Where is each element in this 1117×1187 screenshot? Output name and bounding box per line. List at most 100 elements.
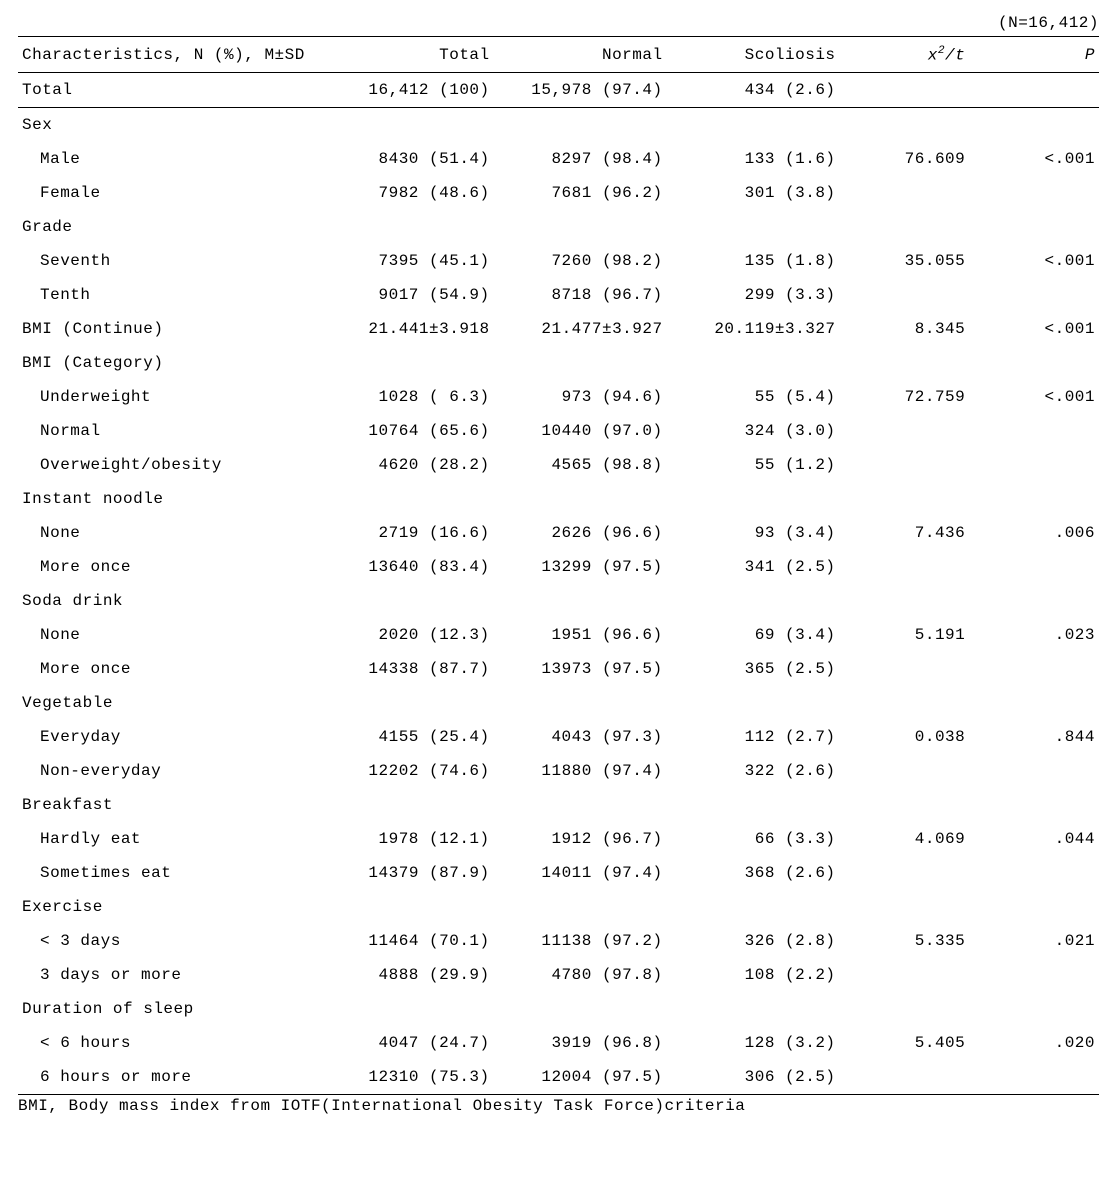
cell-characteristic: Duration of sleep <box>18 992 321 1026</box>
cell-characteristic: More once <box>18 652 321 686</box>
cell-characteristic: Everyday <box>18 720 321 754</box>
cell-total: 12310 (75.3) <box>321 1060 494 1095</box>
cell-normal: 2626 (96.6) <box>494 516 667 550</box>
cell-scoliosis: 341 (2.5) <box>667 550 840 584</box>
cell-normal: 973 (94.6) <box>494 380 667 414</box>
cell-stat <box>840 482 970 516</box>
header-scoliosis: Scoliosis <box>667 37 840 73</box>
cell-total: 7395 (45.1) <box>321 244 494 278</box>
cell-stat: 0.038 <box>840 720 970 754</box>
cell-normal: 3919 (96.8) <box>494 1026 667 1060</box>
cell-stat <box>840 788 970 822</box>
table-row: Sometimes eat14379 (87.9)14011 (97.4)368… <box>18 856 1099 890</box>
cell-normal <box>494 346 667 380</box>
cell-normal: 4780 (97.8) <box>494 958 667 992</box>
cell-normal: 15,978 (97.4) <box>494 73 667 108</box>
cell-total: 1978 (12.1) <box>321 822 494 856</box>
cell-normal <box>494 108 667 143</box>
cell-total: 9017 (54.9) <box>321 278 494 312</box>
cell-total <box>321 788 494 822</box>
cell-stat: 4.069 <box>840 822 970 856</box>
cell-p <box>969 856 1099 890</box>
stat-prefix: x <box>928 46 938 64</box>
stat-suffix: /t <box>945 46 965 64</box>
table-row: Duration of sleep <box>18 992 1099 1026</box>
cell-p <box>969 890 1099 924</box>
table-row: < 3 days11464 (70.1)11138 (97.2)326 (2.8… <box>18 924 1099 958</box>
cell-p <box>969 788 1099 822</box>
cell-normal: 13299 (97.5) <box>494 550 667 584</box>
cell-stat <box>840 686 970 720</box>
cell-characteristic: Vegetable <box>18 686 321 720</box>
cell-characteristic: Total <box>18 73 321 108</box>
cell-stat: 5.405 <box>840 1026 970 1060</box>
cell-normal <box>494 482 667 516</box>
cell-scoliosis: 69 (3.4) <box>667 618 840 652</box>
cell-p: <.001 <box>969 380 1099 414</box>
cell-normal: 12004 (97.5) <box>494 1060 667 1095</box>
cell-p <box>969 108 1099 143</box>
cell-normal: 13973 (97.5) <box>494 652 667 686</box>
header-normal: Normal <box>494 37 667 73</box>
cell-p <box>969 958 1099 992</box>
cell-total <box>321 108 494 143</box>
table-row: Overweight/obesity4620 (28.2)4565 (98.8)… <box>18 448 1099 482</box>
cell-stat <box>840 1060 970 1095</box>
cell-stat <box>840 856 970 890</box>
cell-scoliosis <box>667 992 840 1026</box>
cell-characteristic: < 3 days <box>18 924 321 958</box>
table-row: < 6 hours4047 (24.7)3919 (96.8)128 (3.2)… <box>18 1026 1099 1060</box>
cell-stat <box>840 584 970 618</box>
cell-p: <.001 <box>969 244 1099 278</box>
cell-scoliosis: 306 (2.5) <box>667 1060 840 1095</box>
table-row: None2020 (12.3)1951 (96.6)69 (3.4)5.191.… <box>18 618 1099 652</box>
cell-normal: 11880 (97.4) <box>494 754 667 788</box>
cell-total <box>321 210 494 244</box>
cell-stat <box>840 414 970 448</box>
cell-p: .006 <box>969 516 1099 550</box>
table-row: Tenth9017 (54.9)8718 (96.7)299 (3.3) <box>18 278 1099 312</box>
cell-p <box>969 550 1099 584</box>
cell-characteristic: < 6 hours <box>18 1026 321 1060</box>
cell-total <box>321 890 494 924</box>
cell-scoliosis: 299 (3.3) <box>667 278 840 312</box>
cell-normal: 7260 (98.2) <box>494 244 667 278</box>
cell-p: .844 <box>969 720 1099 754</box>
cell-characteristic: Instant noodle <box>18 482 321 516</box>
cell-total <box>321 482 494 516</box>
cell-p <box>969 992 1099 1026</box>
cell-scoliosis <box>667 686 840 720</box>
cell-normal <box>494 210 667 244</box>
table-row: 6 hours or more12310 (75.3)12004 (97.5)3… <box>18 1060 1099 1095</box>
cell-total: 4155 (25.4) <box>321 720 494 754</box>
cell-characteristic: Female <box>18 176 321 210</box>
cell-scoliosis: 55 (5.4) <box>667 380 840 414</box>
cell-stat: 76.609 <box>840 142 970 176</box>
cell-stat <box>840 176 970 210</box>
table-row: Non-everyday12202 (74.6)11880 (97.4)322 … <box>18 754 1099 788</box>
cell-total: 16,412 (100) <box>321 73 494 108</box>
cell-p: .021 <box>969 924 1099 958</box>
cell-stat <box>840 210 970 244</box>
cell-p: .044 <box>969 822 1099 856</box>
cell-p <box>969 754 1099 788</box>
table-row: Seventh7395 (45.1)7260 (98.2)135 (1.8)35… <box>18 244 1099 278</box>
table-row: Hardly eat1978 (12.1)1912 (96.7)66 (3.3)… <box>18 822 1099 856</box>
cell-scoliosis <box>667 584 840 618</box>
table-row: Vegetable <box>18 686 1099 720</box>
cell-scoliosis: 135 (1.8) <box>667 244 840 278</box>
cell-scoliosis: 55 (1.2) <box>667 448 840 482</box>
cell-stat: 7.436 <box>840 516 970 550</box>
cell-total: 4888 (29.9) <box>321 958 494 992</box>
cell-characteristic: Soda drink <box>18 584 321 618</box>
table-row: Everyday4155 (25.4)4043 (97.3)112 (2.7)0… <box>18 720 1099 754</box>
cell-characteristic: Hardly eat <box>18 822 321 856</box>
header-stat: x2/t <box>840 37 970 73</box>
cell-scoliosis: 322 (2.6) <box>667 754 840 788</box>
cell-characteristic: 6 hours or more <box>18 1060 321 1095</box>
cell-scoliosis <box>667 890 840 924</box>
cell-characteristic: Sometimes eat <box>18 856 321 890</box>
table-row: Soda drink <box>18 584 1099 618</box>
cell-normal: 8718 (96.7) <box>494 278 667 312</box>
cell-normal: 1951 (96.6) <box>494 618 667 652</box>
